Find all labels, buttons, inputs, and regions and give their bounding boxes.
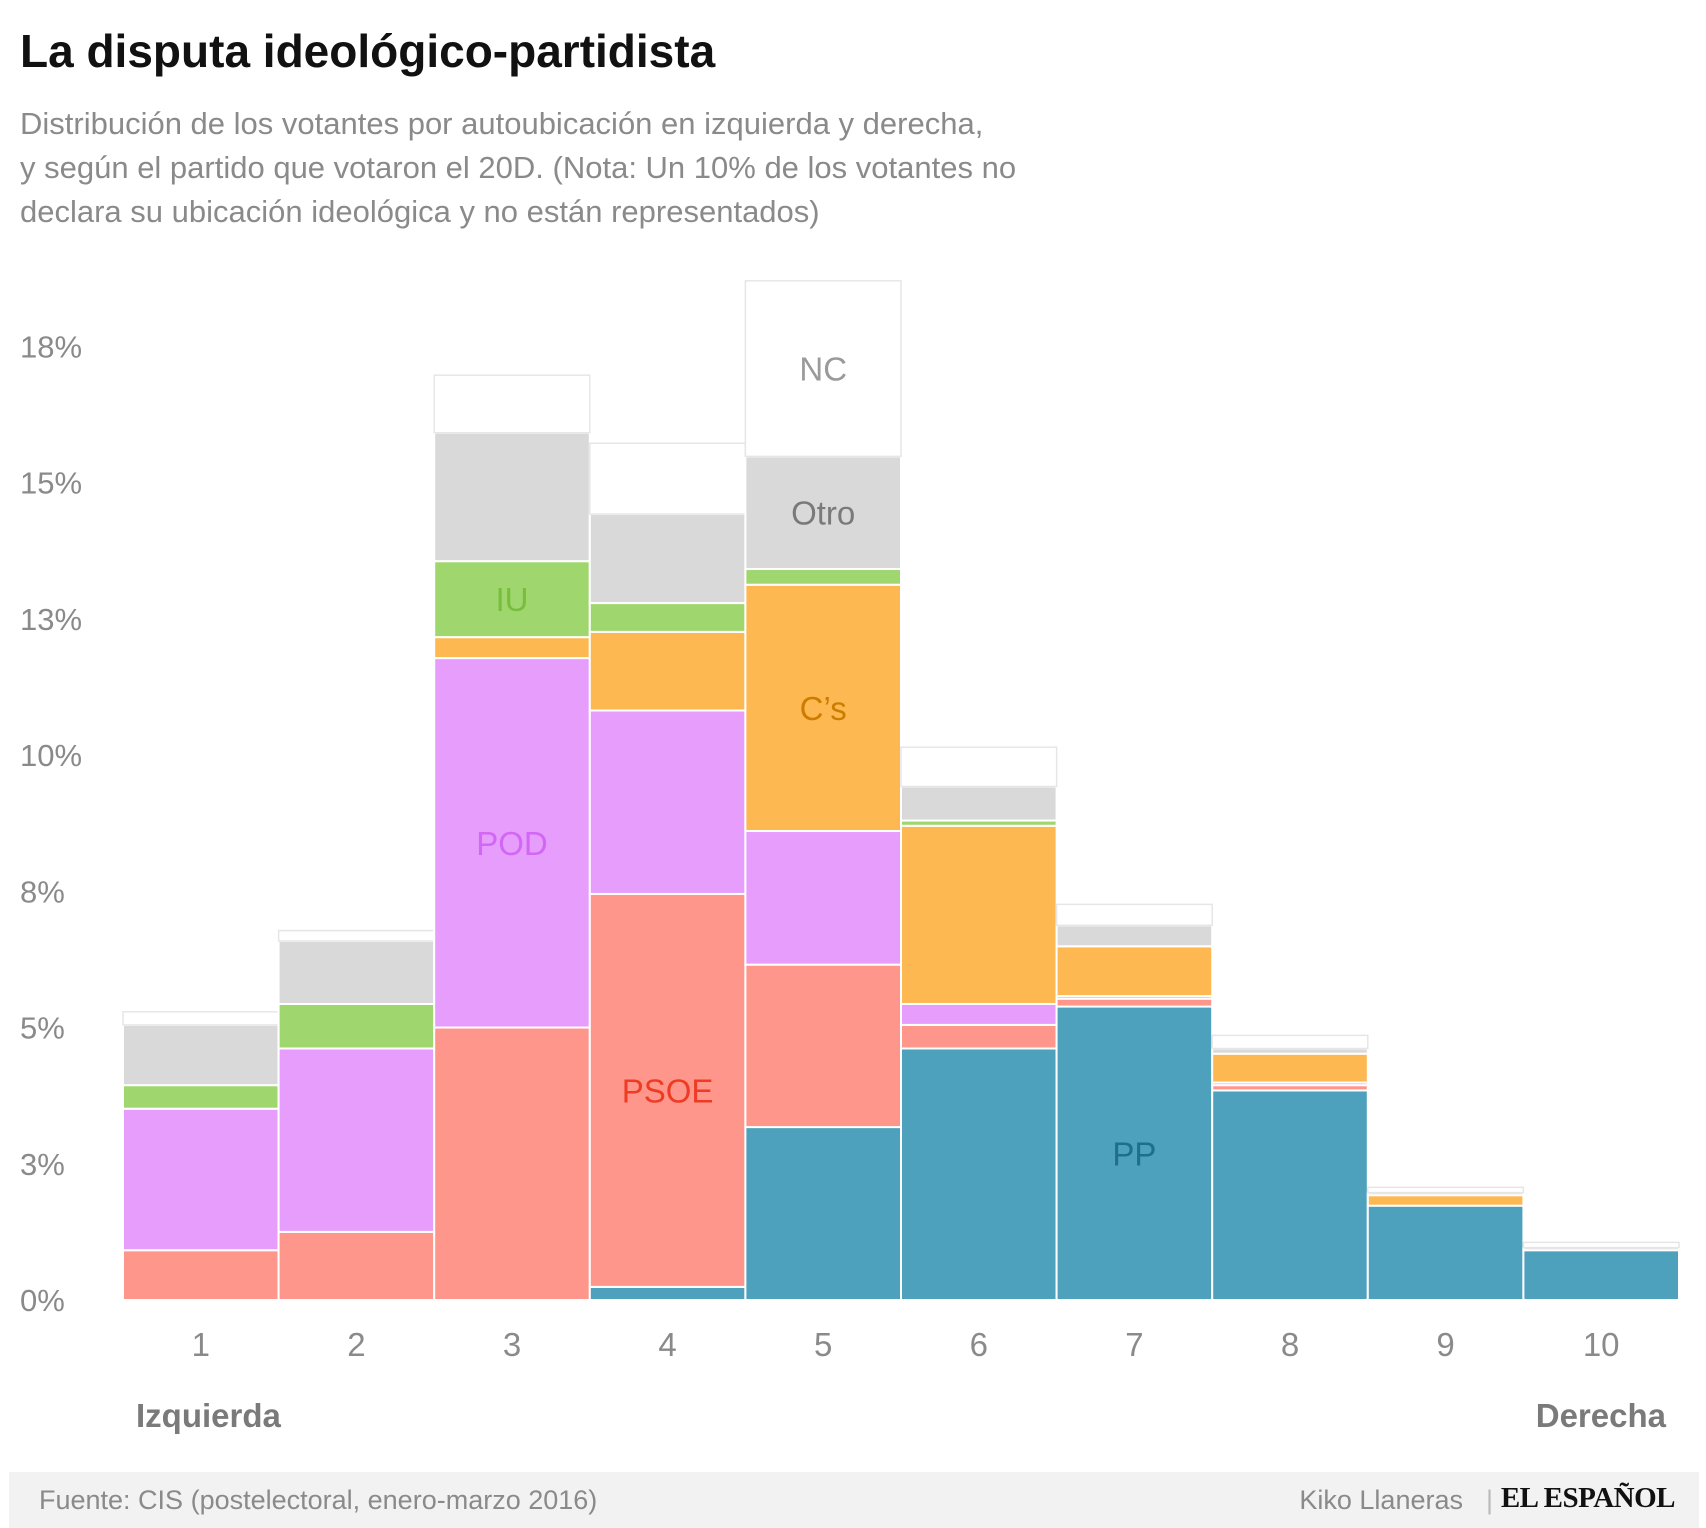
series-label-iu: IU [496, 581, 529, 618]
bar-segment-cs [433, 636, 591, 660]
source-note: Fuente: CIS (postelectoral, enero-marzo … [39, 1485, 598, 1515]
bar-segment-iu [122, 1084, 280, 1110]
bar-segment-pp [1055, 1005, 1214, 1301]
series-label-otro: Otro [791, 495, 855, 532]
bar-segment-otro [277, 940, 436, 1005]
y-tick-label: 8% [20, 874, 65, 909]
bar-segment-pp [588, 1285, 747, 1302]
bar-segment-cs [588, 630, 747, 712]
bar-segment-psoe [744, 963, 903, 1129]
x-tick-label: 3 [503, 1326, 521, 1363]
bar-segment-nc [1367, 1186, 1525, 1194]
bar-segment-cs [1055, 945, 1214, 998]
bar-segment-nc [900, 746, 1058, 788]
x-tick-label: 9 [1436, 1326, 1454, 1363]
bar-segment-pod [277, 1047, 436, 1233]
x-axis-label-left: Izquierda [136, 1397, 282, 1434]
bar-segment-nc [433, 374, 591, 434]
series-label-pp: PP [1112, 1135, 1156, 1172]
subtitle-line-2: y según el partido que votaron el 20D. (… [20, 150, 1017, 185]
bar-segment-cs [1211, 1052, 1369, 1084]
x-tick-label: 4 [658, 1326, 676, 1363]
series-label-psoe: PSOE [622, 1072, 714, 1109]
bar-segment-pp [1522, 1249, 1681, 1301]
chart-subtitle: Distribución de los votantes por autoubi… [20, 102, 1120, 234]
subtitle-line-1: Distribución de los votantes por autoubi… [20, 106, 984, 141]
bar-segment-cs [900, 824, 1058, 1005]
y-tick-label: 13% [20, 602, 82, 637]
bar-segment-nc [1522, 1241, 1680, 1249]
y-tick-label: 18% [20, 329, 82, 364]
bar-segment-nc [277, 929, 435, 942]
footer-bar: Fuente: CIS (postelectoral, enero-marzo … [9, 1472, 1699, 1528]
bar-segment-nc [589, 442, 747, 515]
y-tick-label: 0% [20, 1283, 65, 1318]
bar-segment-pp [900, 1047, 1058, 1301]
bar-segment-otro [588, 513, 747, 605]
bar-segment-otro [900, 785, 1058, 822]
y-tick-label: 3% [20, 1147, 65, 1182]
subtitle-line-3: declara su ubicación ideológica y no est… [20, 194, 820, 229]
bar-segment-nc [122, 1011, 280, 1026]
x-tick-label: 7 [1125, 1326, 1143, 1363]
bar-segment-pod [900, 1002, 1058, 1026]
author-credit: Kiko Llaneras [1299, 1485, 1463, 1515]
x-tick-label: 2 [347, 1326, 365, 1363]
x-tick-label: 1 [192, 1326, 210, 1363]
series-label-pod: POD [476, 825, 548, 862]
bar-segment-nc [1211, 1034, 1369, 1050]
bar-segment-cs [1366, 1194, 1525, 1207]
bar-segment-pod [122, 1107, 280, 1252]
bar-segment-psoe [277, 1230, 436, 1302]
footer-separator: | [1485, 1485, 1493, 1515]
bar-segment-iu [744, 568, 903, 586]
bar-segment-iu [277, 1002, 436, 1050]
bar-segment-pp [1366, 1204, 1525, 1302]
bar-segment-psoe [1055, 997, 1214, 1008]
bar-segment-nc [1055, 903, 1213, 927]
bar-segment-otro [122, 1023, 280, 1087]
x-tick-label: 6 [970, 1326, 988, 1363]
bar-segment-psoe [900, 1023, 1058, 1050]
series-label-nc: NC [799, 351, 847, 388]
stacked-bar-chart: 0% 3% 5% 8% 10% 13% 15% 18% 1 2 3 4 5 6 7 8 9 10 Izquierda… [20, 280, 1681, 1434]
bar-segment-pod [744, 830, 903, 966]
x-tick-label: 5 [814, 1326, 832, 1363]
bar-segment-otro [1211, 1047, 1369, 1055]
bar-segment-pod [433, 657, 591, 1029]
bar-segment-otro [433, 431, 591, 563]
bar-segment-pod [588, 709, 747, 895]
bar-segment-otro [744, 455, 903, 571]
page-title: La disputa ideológico-partidista [20, 25, 716, 77]
bar-segment-pp [744, 1126, 903, 1301]
x-tick-label: 10 [1583, 1326, 1620, 1363]
bar-segment-iu [588, 602, 747, 633]
bar-segment-psoe [122, 1249, 280, 1301]
y-tick-label: 10% [20, 738, 82, 773]
series-label-cs: C’s [800, 690, 847, 727]
x-tick-label: 8 [1281, 1326, 1299, 1363]
y-tick-label: 5% [20, 1011, 65, 1046]
bar-segment-nc [744, 280, 902, 458]
bar-segment-pp [1211, 1089, 1369, 1302]
bar-segment-psoe [433, 1026, 591, 1302]
x-axis-label-right: Derecha [1536, 1397, 1667, 1434]
brand-logo: EL ESPAÑOL [1500, 1482, 1676, 1514]
y-tick-label: 15% [20, 466, 82, 501]
bar-segment-otro [1055, 924, 1214, 948]
